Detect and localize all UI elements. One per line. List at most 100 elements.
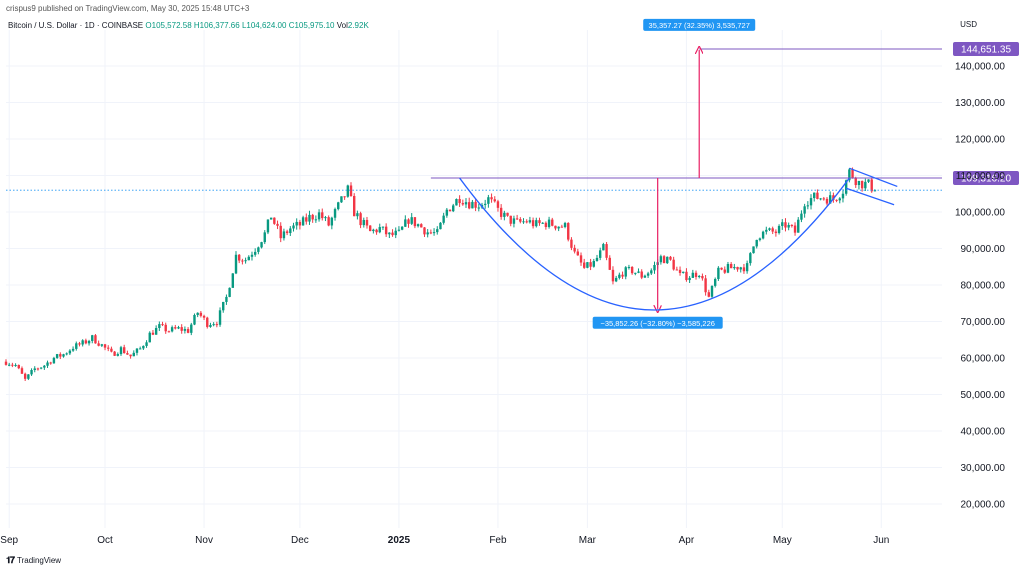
candle-body: [634, 272, 637, 274]
candle-body: [749, 253, 752, 264]
candle-body: [493, 199, 496, 202]
candle-body: [142, 345, 145, 349]
candle-body: [62, 354, 65, 357]
candle-body: [809, 198, 813, 206]
tradingview-brand[interactable]: 𝟏𝟕 TradingView: [6, 555, 61, 566]
candle-body: [362, 219, 365, 226]
candle-body: [241, 260, 244, 262]
candle-body: [269, 217, 273, 220]
candle-body: [816, 192, 819, 199]
candle-body: [321, 212, 324, 219]
candle-body: [346, 185, 350, 197]
candle-body: [180, 327, 183, 331]
candle-body: [292, 225, 295, 229]
candle-body: [55, 354, 59, 358]
candle-body: [490, 197, 493, 200]
candle-body: [429, 232, 433, 234]
drawing-overlays: 109,316.20 144,651.35 35,357.27 (32.35%) 3…: [6, 18, 1019, 329]
candle-body: [432, 232, 436, 234]
publisher-note: crispus9 published on TradingView.com, M…: [6, 4, 250, 13]
candle-body: [234, 254, 238, 274]
price-axis[interactable]: 20,000.00 30,000.00 40,000.00 50,000.00 60,0…: [955, 62, 1005, 511]
volume-label: Vol: [336, 21, 348, 30]
candle-body: [803, 206, 806, 214]
candle-body: [758, 238, 762, 240]
candle-body: [250, 254, 254, 257]
candle-body: [404, 219, 407, 227]
candle-body: [27, 374, 30, 379]
candle-body: [177, 327, 180, 329]
candle-body: [107, 347, 110, 349]
candle-body: [324, 217, 327, 219]
candle-body: [75, 343, 78, 349]
depth-measure-badge: [592, 316, 723, 329]
candle-body: [752, 246, 755, 254]
candle-body: [761, 231, 765, 239]
candle-body: [151, 332, 155, 335]
candle-body: [113, 351, 116, 356]
candle-body: [174, 327, 177, 329]
candle-body: [4, 361, 8, 365]
candle-body: [100, 344, 104, 346]
candle-body: [573, 247, 576, 252]
candle-body: [745, 263, 749, 272]
candle-body: [781, 222, 784, 226]
candle-body: [835, 199, 838, 201]
candle-body: [222, 301, 225, 311]
candle-body: [78, 343, 81, 345]
candle-body: [49, 362, 52, 364]
candle-body: [704, 278, 707, 293]
candle-body: [685, 271, 688, 281]
candle-body: [618, 274, 621, 278]
candle-body: [579, 255, 583, 263]
time-axis[interactable]: Sep Oct Nov Dec 2025 Feb Mar Apr May Jun: [0, 535, 889, 546]
candle-body: [161, 324, 164, 326]
candle-body: [777, 225, 781, 234]
candle-body: [413, 217, 417, 227]
candle-body: [797, 219, 800, 233]
candle-body: [43, 365, 46, 368]
candle-body: [707, 292, 710, 297]
candle-body: [535, 220, 538, 227]
candle-body: [768, 228, 771, 230]
price-tick-label: 100,000.00: [955, 208, 1005, 219]
candle-body: [468, 202, 471, 209]
time-tick-label: Mar: [579, 535, 597, 546]
candle-body: [103, 344, 107, 348]
candle-body: [509, 215, 512, 224]
price-tick-label: 80,000.00: [961, 281, 1006, 292]
candle-body: [196, 312, 199, 316]
candle-body: [170, 327, 174, 332]
candle-body: [84, 340, 88, 344]
candle-body: [164, 324, 167, 332]
candle-body: [627, 266, 631, 268]
candle-body: [375, 229, 378, 233]
candle-body: [646, 273, 650, 276]
candle-body: [353, 196, 356, 217]
candle-body: [723, 269, 726, 273]
candle-body: [614, 277, 618, 282]
candle-body: [487, 197, 490, 204]
candle-body: [190, 324, 193, 333]
candle-body: [145, 342, 148, 346]
open-value: O105,572.58: [145, 21, 192, 30]
candle-body: [231, 273, 235, 288]
candle-body: [483, 203, 487, 205]
candle-body: [282, 231, 286, 239]
candle-body: [311, 214, 314, 220]
candle-body: [860, 180, 864, 189]
candle-body: [755, 239, 758, 247]
candle-body: [238, 254, 241, 261]
candle-body: [420, 224, 423, 228]
candle-body: [378, 227, 381, 233]
candle-body: [442, 215, 445, 223]
target-price-label: 144,651.35: [961, 45, 1011, 56]
candle-body: [14, 365, 17, 367]
cup-curve: [459, 177, 850, 311]
candle-body: [33, 368, 36, 371]
symbol-name[interactable]: Bitcoin / U.S. Dollar · 1D · COINBASE: [8, 21, 144, 30]
candle-body: [653, 264, 656, 271]
candle-body: [844, 180, 848, 194]
candle-body: [17, 365, 20, 369]
